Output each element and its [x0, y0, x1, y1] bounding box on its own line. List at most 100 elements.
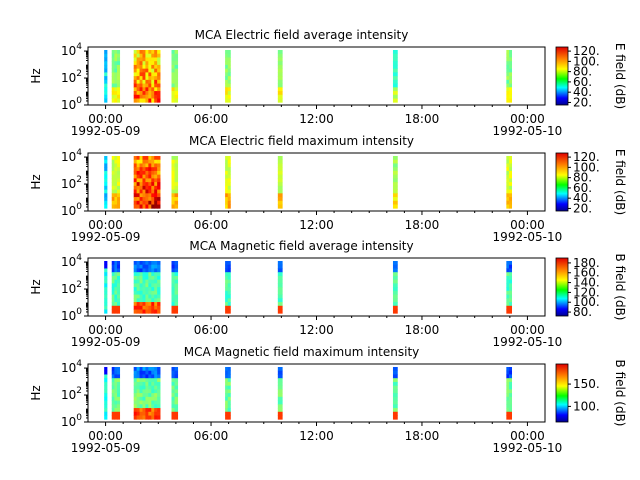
pass-2	[111, 49, 121, 103]
spectrogram-cell	[148, 61, 152, 66]
y-tick-base: 10	[61, 388, 76, 402]
pass-2	[111, 260, 121, 314]
spectrogram-cell	[392, 91, 398, 96]
spectrogram-cell	[506, 189, 510, 194]
spectrogram-cell	[133, 400, 138, 405]
spectrogram-cell	[277, 72, 283, 77]
spectrogram-cell	[111, 72, 115, 77]
spectrogram-cell	[225, 378, 229, 383]
spectrogram-cell	[392, 411, 398, 416]
spectrogram-cell	[508, 374, 513, 379]
spectrogram-cell	[277, 404, 283, 409]
spectrogram-cell	[145, 76, 149, 81]
spectrogram-cell	[171, 400, 175, 405]
colorbar-gradient	[556, 258, 568, 316]
spectrogram-cell	[145, 159, 149, 164]
spectrogram-cell	[148, 290, 152, 295]
spectrogram-cell	[151, 79, 155, 84]
spectrogram-cell	[174, 185, 179, 190]
spectrogram-cell	[277, 170, 283, 176]
spectrogram-cell	[157, 381, 161, 387]
spectrogram-cell	[174, 189, 179, 194]
spectrogram-cell	[148, 268, 152, 273]
spectrogram-cell	[154, 76, 158, 81]
spectrogram-cell	[508, 370, 513, 375]
spectrogram-cell	[117, 200, 121, 205]
spectrogram-cell	[114, 159, 118, 164]
spectrogram-cell	[136, 374, 140, 379]
x-tick-label: 06:00	[194, 323, 229, 337]
spectrogram-cell	[111, 189, 115, 194]
spectrogram-data	[104, 155, 513, 209]
spectrogram-cell	[117, 197, 121, 202]
spectrogram-cell	[151, 400, 155, 405]
spectrogram-cell	[111, 305, 115, 310]
spectrogram-cell	[174, 370, 179, 375]
spectrogram-cell	[277, 83, 283, 88]
spectrogram-cell	[133, 279, 138, 284]
spectrogram-cell	[227, 290, 231, 295]
spectrogram-cell	[117, 389, 121, 394]
spectrogram-cell	[148, 385, 152, 390]
spectrogram-cell	[225, 200, 229, 205]
spectrogram-cell	[225, 68, 229, 73]
spectrogram-cell	[508, 72, 513, 77]
spectrogram-cell	[506, 283, 510, 288]
spectrogram-cell	[136, 182, 140, 187]
colorbar-tick-label: 60.	[573, 75, 592, 89]
spectrogram-cell	[136, 98, 140, 103]
spectrogram-cell	[142, 185, 146, 190]
spectrogram-cell	[225, 305, 229, 310]
spectrogram-cell	[114, 174, 118, 179]
spectrogram-cell	[154, 287, 158, 292]
spectrogram-cell	[139, 200, 143, 205]
spectrogram-cell	[104, 290, 108, 295]
spectrogram-cell	[111, 155, 115, 161]
spectrogram-cell	[171, 174, 175, 179]
spectrogram-cell	[136, 275, 140, 281]
spectrogram-cell	[508, 389, 513, 394]
spectrogram-cell	[111, 49, 115, 55]
spectrogram-cell	[171, 370, 175, 375]
spectrogram-cell	[117, 287, 121, 292]
spectrogram-cell	[104, 378, 108, 383]
spectrogram-cell	[111, 204, 115, 209]
spectrogram-cell	[157, 268, 161, 273]
x-tick-label: 00:00	[88, 429, 123, 443]
spectrogram-cell	[148, 381, 152, 387]
spectrogram-cell	[136, 415, 140, 420]
x-tick-label: 12:00	[299, 323, 334, 337]
spectrogram-cell	[142, 200, 146, 205]
spectrogram-cell	[171, 155, 175, 161]
y-tick-label: 102	[61, 280, 82, 296]
spectrogram-cell	[145, 275, 149, 281]
spectrogram-cell	[227, 404, 231, 409]
spectrogram-cell	[277, 366, 283, 372]
spectrogram-cell	[142, 87, 146, 92]
y-tick-exponent: 0	[76, 307, 82, 317]
spectrogram-cell	[104, 381, 108, 387]
spectrogram-cell	[114, 287, 118, 292]
spectrogram-cell	[133, 294, 138, 299]
spectrogram-cell	[139, 400, 143, 405]
spectrogram-cell	[227, 87, 231, 92]
colorbar-label: E field (dB)	[613, 43, 627, 109]
spectrogram-cell	[277, 94, 283, 99]
spectrogram-cell	[114, 396, 118, 401]
spectrogram-cell	[506, 298, 510, 303]
spectrogram-cell	[139, 64, 143, 70]
spectrogram-cell	[277, 415, 283, 420]
spectrogram-cell	[117, 305, 121, 310]
spectrogram-cell	[133, 185, 138, 190]
panel-4: MCA Magnetic field maximum intensity1001…	[29, 345, 627, 455]
spectrogram-cell	[148, 94, 152, 99]
spectrogram-cell	[227, 204, 231, 209]
spectrogram-cell	[114, 57, 118, 62]
spectrogram-cell	[139, 374, 143, 379]
spectrogram-cell	[145, 411, 149, 416]
spectrogram-cell	[392, 174, 398, 179]
spectrogram-cell	[133, 290, 138, 295]
spectrogram-cell	[136, 260, 140, 266]
spectrogram-cell	[136, 49, 140, 55]
spectrogram-cell	[171, 53, 175, 58]
